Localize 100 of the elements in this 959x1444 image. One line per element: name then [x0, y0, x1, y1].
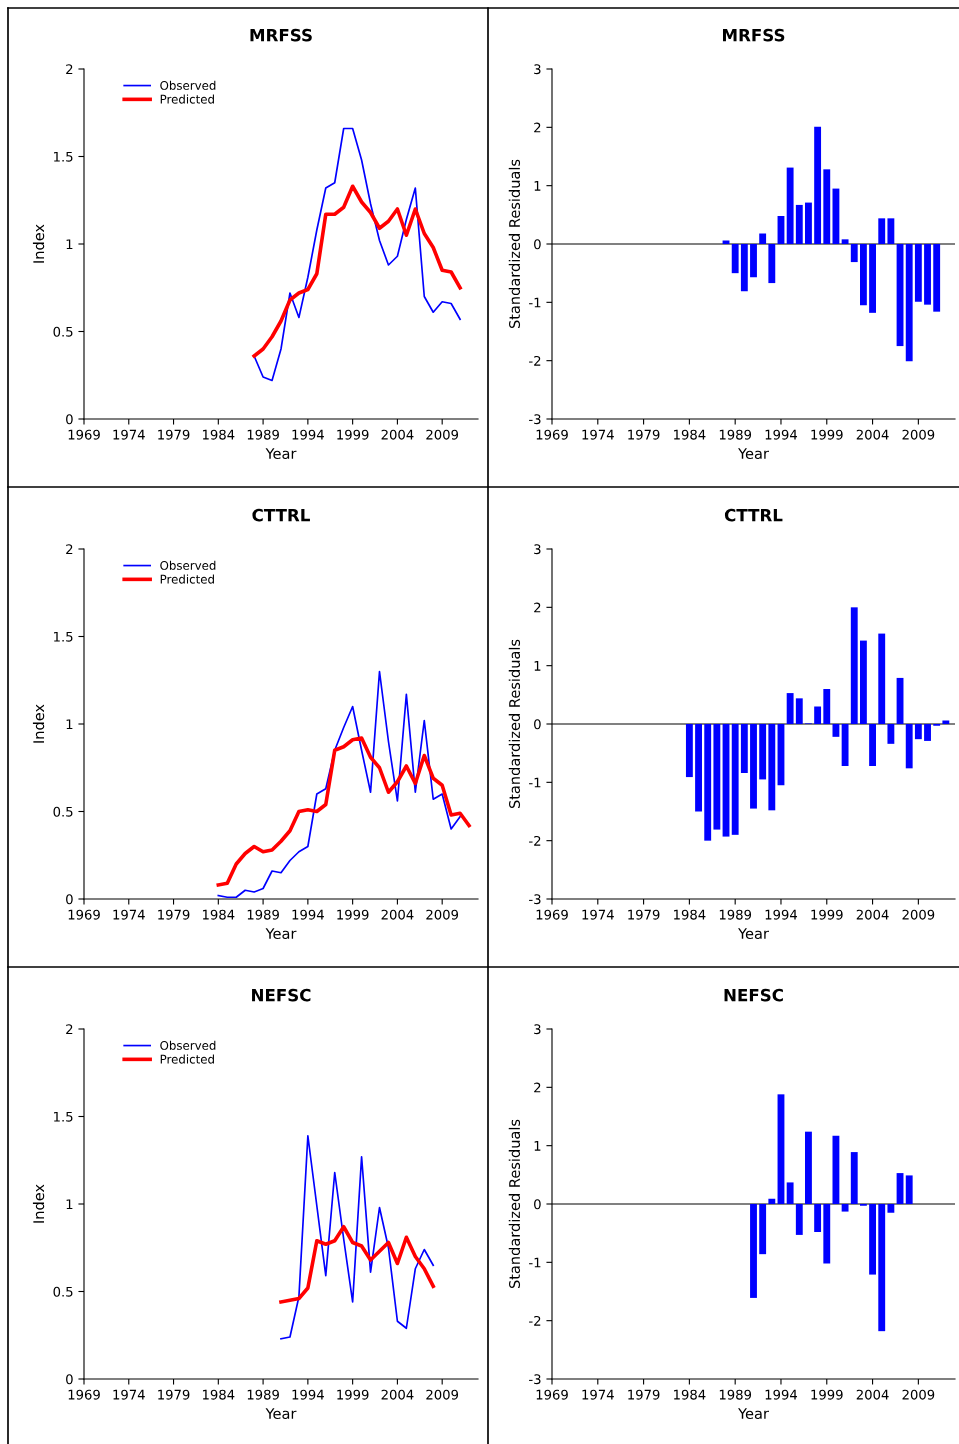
x-tick-label: 2009: [426, 1389, 459, 1400]
y-axis-title: Index: [32, 704, 45, 743]
bar: [823, 689, 831, 724]
legend-label: Predicted: [160, 94, 214, 104]
x-tick-label: 1989: [247, 909, 279, 920]
x-tick-label: 2004: [381, 429, 414, 440]
x-tick-label: 1974: [582, 909, 614, 920]
bar: [786, 693, 794, 724]
x-tick-label: 1969: [68, 429, 100, 440]
x-tick-label: 2004: [856, 1389, 889, 1400]
bar: [878, 218, 886, 244]
bar: [814, 126, 822, 244]
y-tick-label: 0.5: [53, 326, 73, 337]
bar: [850, 244, 858, 263]
y-axis-title: Standardized Residuals: [508, 159, 521, 329]
y-tick-label: 0: [66, 894, 73, 905]
bar: [878, 1204, 886, 1332]
x-tick-label: 1989: [719, 909, 752, 920]
bar: [914, 244, 922, 302]
bar: [795, 1204, 803, 1235]
x-tick-label: 2009: [902, 1389, 935, 1400]
line-series: [280, 1134, 435, 1340]
x-tick-label: 1989: [719, 1389, 752, 1400]
y-tick-label: -3: [529, 1374, 541, 1385]
x-tick-label: 1989: [719, 429, 752, 440]
line-series: [216, 736, 471, 887]
bar: [768, 244, 776, 284]
y-axis-title: Standardized Residuals: [508, 1119, 521, 1289]
bar: [805, 1131, 812, 1204]
x-tick-label: 1979: [158, 429, 190, 440]
x-tick-label: 1979: [628, 429, 660, 440]
y-tick-label: -2: [529, 835, 541, 846]
bar: [869, 244, 876, 313]
x-tick-label: 1999: [337, 429, 369, 440]
bar: [768, 1198, 776, 1204]
x-tick-label: 1969: [536, 909, 568, 920]
y-tick-label: 1: [66, 1199, 73, 1210]
bar: [768, 724, 776, 811]
x-tick-label: 1974: [113, 1389, 145, 1400]
bar: [850, 607, 858, 724]
x-tick-label: 1999: [811, 429, 843, 440]
y-tick-label: 1.5: [54, 151, 73, 162]
x-tick-label: 1984: [202, 429, 235, 440]
x-tick-label: 1979: [158, 909, 190, 920]
x-tick-label: 1979: [628, 1389, 660, 1400]
y-tick-label: 1: [534, 661, 541, 671]
y-tick-label: 2: [534, 1082, 541, 1093]
y-tick-label: -1: [529, 1257, 541, 1268]
y-tick-label: 3: [534, 1024, 541, 1035]
chart-title: CTTRL: [252, 508, 310, 522]
y-tick-label: -3: [529, 894, 541, 905]
x-tick-label: 1989: [247, 1389, 279, 1400]
bar: [759, 1204, 767, 1255]
bar: [850, 1152, 858, 1204]
bar: [704, 724, 712, 841]
bar: [740, 244, 748, 292]
bar: [750, 244, 757, 278]
x-axis-title: Year: [265, 1408, 297, 1420]
bar: [823, 1204, 831, 1264]
x-axis-title: Year: [738, 448, 769, 460]
x-tick-label: 1979: [628, 909, 660, 920]
chart-title: NEFSC: [724, 988, 783, 1002]
bar: [805, 202, 812, 244]
x-tick-label: 1984: [202, 909, 235, 920]
x-tick-label: 2004: [856, 429, 889, 440]
y-tick-label: 1: [534, 181, 541, 191]
x-tick-label: 1999: [811, 909, 843, 920]
y-tick-label: 2: [66, 544, 73, 555]
x-tick-label: 2004: [856, 909, 889, 920]
y-tick-label: 1: [66, 239, 73, 250]
bar: [740, 724, 748, 773]
bar: [832, 188, 840, 244]
bar: [905, 724, 913, 769]
line-series: [217, 670, 461, 899]
bar: [914, 724, 922, 740]
bar: [759, 724, 767, 780]
bar: [786, 1182, 794, 1204]
y-tick-label: -2: [529, 1315, 541, 1326]
x-axis-title: Year: [738, 1408, 769, 1420]
x-tick-label: 1984: [674, 429, 706, 440]
x-tick-label: 1974: [113, 429, 145, 440]
y-tick-label: -1: [529, 297, 541, 308]
bar: [878, 633, 886, 724]
x-tick-label: 1994: [765, 1389, 798, 1400]
x-axis-title: Year: [738, 928, 769, 940]
x-tick-label: 2004: [381, 909, 414, 920]
bar: [887, 218, 895, 244]
x-tick-label: 1984: [674, 1389, 706, 1400]
x-tick-label: 2009: [902, 909, 935, 920]
x-tick-label: 1999: [811, 1389, 843, 1400]
x-tick-label: 1974: [582, 429, 614, 440]
bar: [841, 239, 849, 244]
x-tick-label: 1984: [202, 1389, 235, 1400]
legend-label: Observed: [160, 80, 216, 90]
bar: [933, 244, 941, 312]
y-tick-label: 0: [534, 719, 541, 730]
bar: [832, 724, 840, 737]
x-tick-label: 1974: [582, 1389, 614, 1400]
legend-label: Predicted: [160, 574, 214, 584]
y-tick-label: 3: [534, 64, 541, 75]
